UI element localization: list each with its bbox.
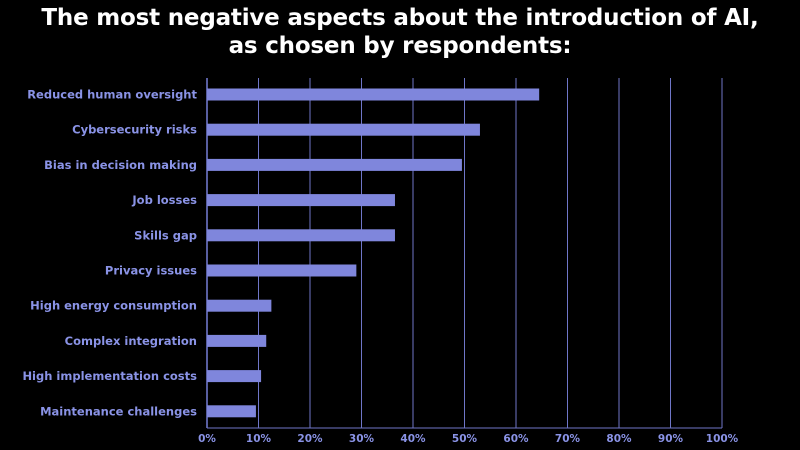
bar-9 [207, 405, 256, 418]
category-label-2: Bias in decision making [44, 158, 197, 172]
bar-7 [207, 334, 267, 347]
x-tick-label-10: 10% [246, 433, 272, 445]
category-label-4: Skills gap [134, 228, 197, 242]
category-label-5: Privacy issues [105, 264, 197, 278]
category-label-8: High implementation costs [22, 369, 197, 383]
category-label-3: Job losses [131, 193, 197, 207]
bar-6 [207, 299, 272, 312]
x-tick-label-100: 100% [706, 433, 739, 445]
x-tick-label-80: 80% [606, 433, 632, 445]
category-label-9: Maintenance challenges [40, 404, 197, 418]
x-tick-label-60: 60% [503, 433, 529, 445]
grid-lines [206, 78, 723, 429]
category-label-7: Complex integration [65, 334, 197, 348]
bar-8 [207, 370, 262, 383]
bars [207, 88, 540, 418]
chart-title: The most negative aspects about the intr… [0, 4, 800, 60]
bar-2 [207, 158, 462, 171]
chart-title-line-1: The most negative aspects about the intr… [41, 5, 759, 31]
category-label-1: Cybersecurity risks [72, 123, 197, 137]
bar-5 [207, 264, 357, 277]
bar-3 [207, 194, 395, 207]
bar-0 [207, 88, 540, 101]
category-label-0: Reduced human oversight [27, 88, 197, 102]
bar-4 [207, 229, 395, 242]
bar-1 [207, 123, 480, 136]
category-label-6: High energy consumption [30, 299, 197, 313]
x-tick-label-0: 0% [198, 433, 216, 445]
x-tick-label-40: 40% [400, 433, 426, 445]
x-tick-labels: 0% 10% 20% 30% 40% 50% 60% 70% 80% 90% 100% [198, 433, 739, 445]
x-tick-label-70: 70% [555, 433, 581, 445]
x-tick-label-50: 50% [452, 433, 478, 445]
x-tick-label-30: 30% [349, 433, 375, 445]
x-tick-label-20: 20% [297, 433, 323, 445]
chart-title-line-2: as chosen by respondents: [228, 33, 572, 59]
category-labels: Reduced human oversight Cybersecurity ris… [22, 88, 197, 419]
x-tick-label-90: 90% [658, 433, 684, 445]
